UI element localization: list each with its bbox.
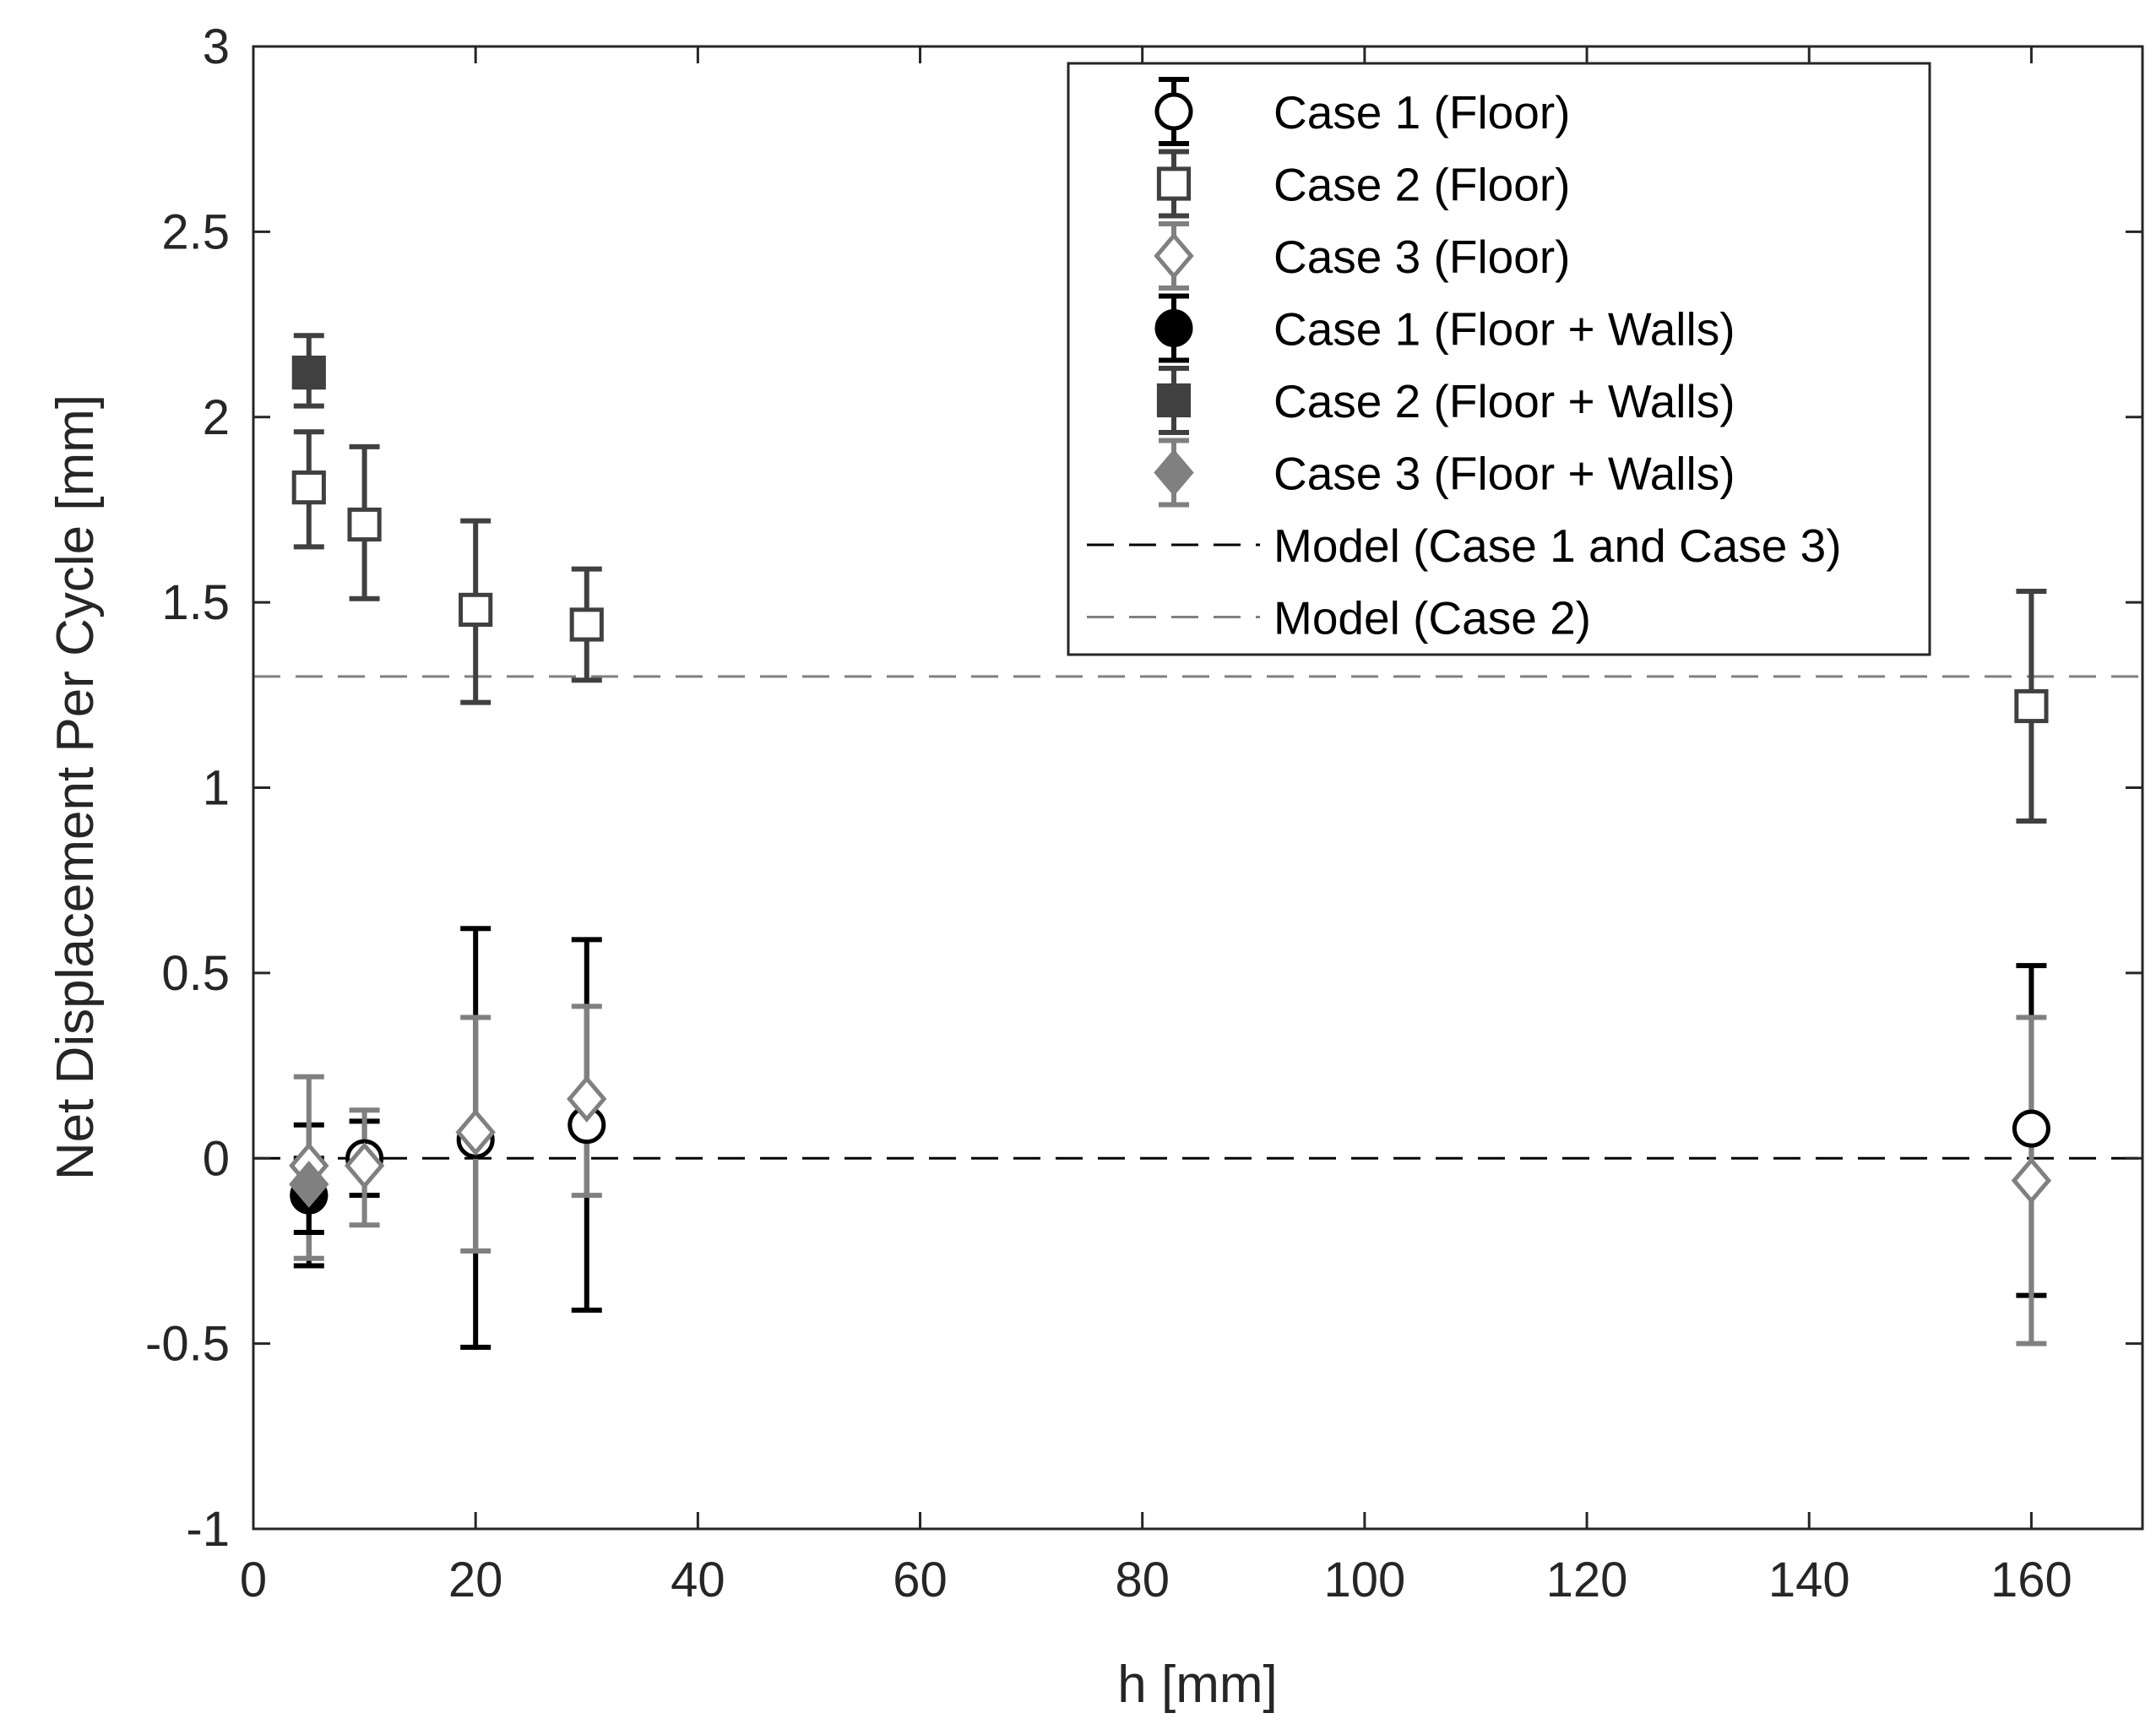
y-tick-label: 0 <box>203 1131 230 1186</box>
legend-marker <box>1154 92 1193 131</box>
data-point <box>344 1142 385 1189</box>
y-tick-label: -0.5 <box>145 1317 230 1372</box>
data-point <box>569 607 604 642</box>
y-tick-label: 1 <box>203 761 230 816</box>
x-tick-label: 120 <box>1546 1553 1628 1607</box>
legend-marker <box>1156 166 1192 201</box>
legend-label: Case 1 (Floor + Walls) <box>1274 303 1735 356</box>
reference-lines <box>253 675 2142 1160</box>
x-tick-label: 0 <box>240 1553 267 1607</box>
legend-entry-8: Model (Case 2) <box>1087 592 1591 644</box>
legend-entry-7: Model (Case 1 and Case 3) <box>1087 519 1842 572</box>
data-point <box>2011 1156 2052 1205</box>
legend-marker <box>1156 383 1192 418</box>
legend-marker <box>1154 232 1194 280</box>
y-tick-label: 0.5 <box>161 946 230 1001</box>
x-axis-title: h [mm] <box>1117 1656 1277 1714</box>
legend-entry-6: Case 3 (Floor + Walls) <box>1154 438 1735 508</box>
x-tick-label: 40 <box>671 1553 725 1607</box>
data-point <box>289 1161 329 1208</box>
data-point <box>567 1075 607 1123</box>
legend-entry-2: Case 2 (Floor) <box>1156 149 1570 219</box>
x-tick-label: 60 <box>893 1553 948 1607</box>
series-markers-3 <box>289 1075 2052 1205</box>
series-markers-2 <box>291 470 2049 724</box>
data-point <box>291 470 326 505</box>
x-tick-label: 140 <box>1768 1553 1850 1607</box>
x-tick-label: 80 <box>1115 1553 1170 1607</box>
legend-label: Case 2 (Floor + Walls) <box>1274 375 1735 427</box>
data-point <box>2012 1109 2050 1148</box>
y-tick-label: -1 <box>186 1502 230 1557</box>
axis-ticks: 0 20 40 60 80 100 120 140 160 -1 -0.5 0 0.5 1 1.5 2 2.5 3 <box>145 19 2142 1607</box>
legend-entry-1: Case 1 (Floor) <box>1154 77 1570 146</box>
data-point <box>291 356 326 390</box>
legend-label: Case 2 (Floor) <box>1274 159 1570 211</box>
legend-entry-3: Case 3 (Floor) <box>1154 221 1570 291</box>
data-point <box>347 507 382 542</box>
legend-entry-4: Case 1 (Floor + Walls) <box>1154 293 1735 363</box>
legend-label: Case 3 (Floor + Walls) <box>1274 448 1735 500</box>
legend-marker <box>1154 449 1194 497</box>
data-point <box>2014 688 2049 724</box>
x-tick-label: 100 <box>1323 1553 1405 1607</box>
legend-entry-5: Case 2 (Floor + Walls) <box>1156 366 1735 435</box>
legend-label: Case 1 (Floor) <box>1274 86 1570 139</box>
data-point <box>455 1108 496 1156</box>
series-markers-6 <box>289 1161 329 1208</box>
y-axis-title: Net Displacement Per Cycle [mm] <box>46 394 105 1180</box>
data-point <box>459 592 493 627</box>
legend-box <box>1067 62 1931 656</box>
legend-label: Case 3 (Floor) <box>1274 231 1570 283</box>
legend: Case 1 (Floor) Case 2 (Floor) Case 3 (Floo… <box>1067 62 1931 656</box>
data-series <box>289 333 2052 1351</box>
legend-marker <box>1154 309 1193 347</box>
legend-label: Model (Case 1 and Case 3) <box>1274 519 1842 572</box>
y-tick-label: 2 <box>203 390 230 445</box>
legend-label: Model (Case 2) <box>1274 592 1591 644</box>
y-tick-label: 1.5 <box>161 575 230 630</box>
y-tick-label: 2.5 <box>161 204 230 259</box>
y-tick-label: 3 <box>203 19 230 74</box>
series-markers-5 <box>291 356 326 390</box>
x-tick-label: 20 <box>448 1553 503 1607</box>
x-tick-label: 160 <box>1990 1553 2072 1607</box>
